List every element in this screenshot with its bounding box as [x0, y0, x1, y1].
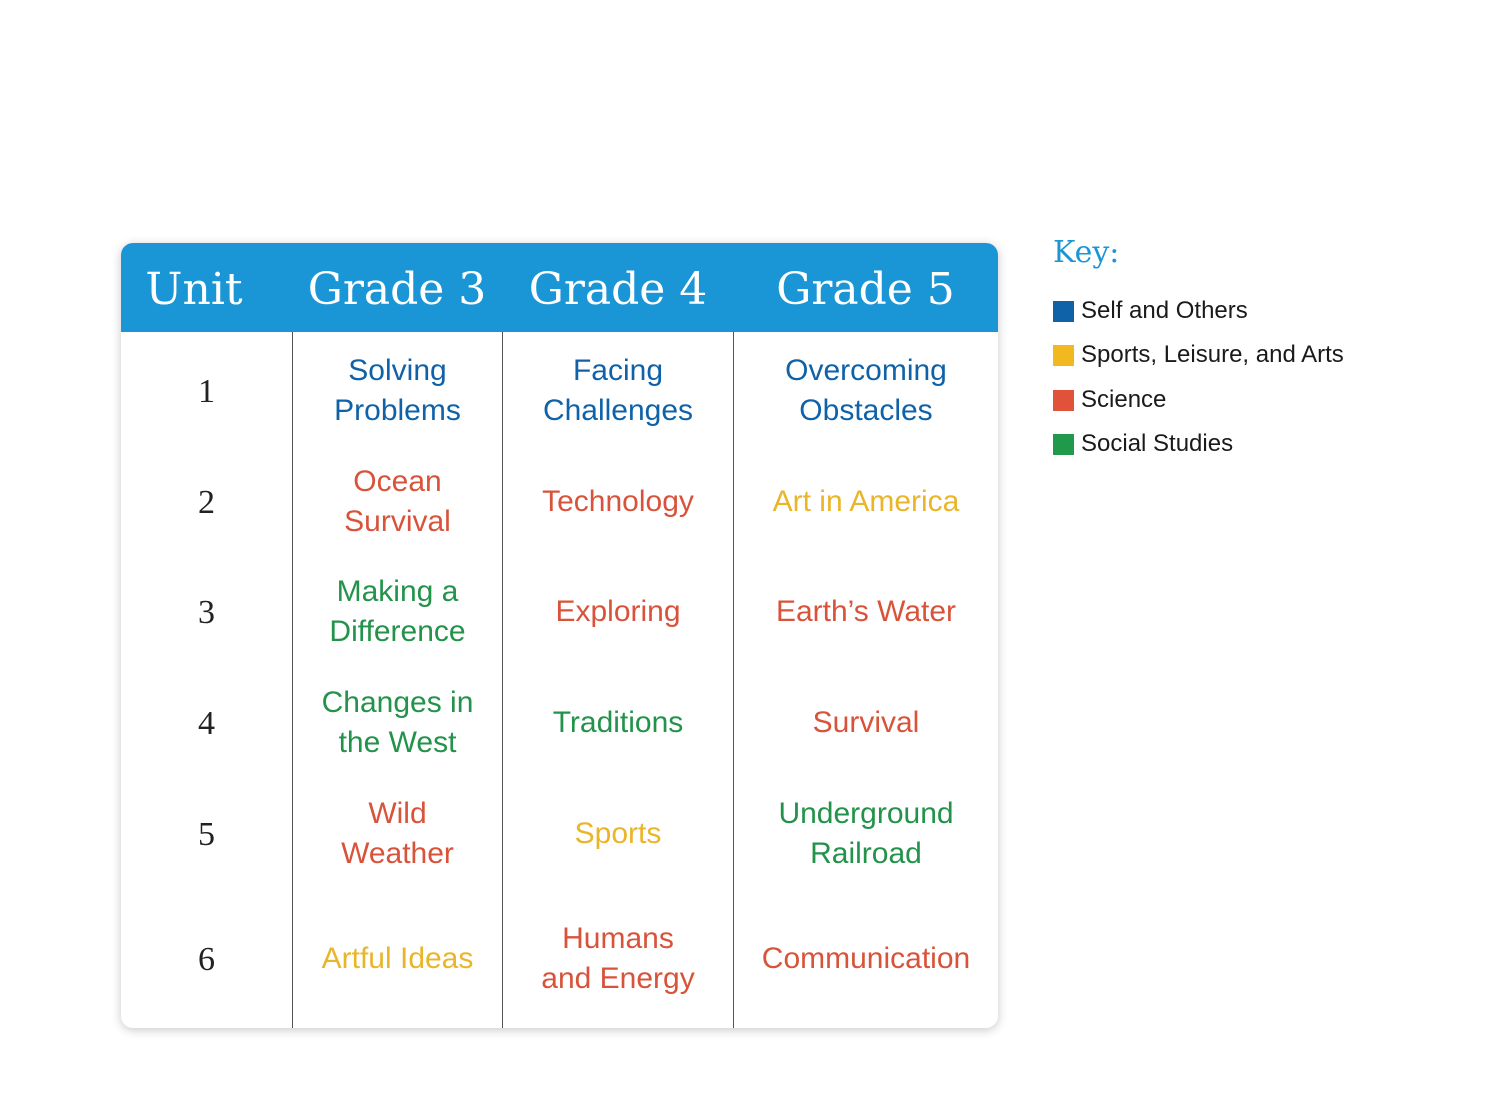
unit-number: 2: [198, 484, 215, 521]
header-unit: Unit: [145, 264, 243, 315]
unit-topic: Humans and Energy: [541, 922, 695, 995]
header-grade-4: Grade 4: [528, 264, 708, 315]
unit-topic: Making a Difference: [329, 575, 466, 648]
unit-topic: Art in America: [772, 485, 960, 518]
table-header: Unit Grade 3 Grade 4 Grade 5: [121, 243, 998, 332]
unit-topic: Wild Weather: [341, 797, 454, 870]
unit-number: 3: [198, 594, 215, 631]
unit-topic: Exploring: [555, 595, 681, 628]
unit-topic: Ocean Survival: [344, 465, 451, 538]
unit-topic: Earth’s Water: [775, 595, 957, 628]
unit-number: 5: [198, 816, 215, 853]
legend-title: Key:: [1053, 235, 1120, 270]
unit-topic: Technology: [542, 485, 694, 518]
unit-topic: Underground Railroad: [778, 797, 954, 870]
unit-topic: Survival: [812, 706, 920, 739]
legend-label: Social Studies: [1081, 430, 1234, 457]
column-divider: [733, 332, 734, 1028]
legend-swatch: [1053, 389, 1074, 411]
legend-label: Self and Others: [1081, 297, 1248, 324]
unit-topic: Communication: [761, 942, 971, 975]
unit-topic: Solving Problems: [334, 354, 461, 427]
legend-item: Sports, Leisure, and Arts: [1053, 341, 1344, 369]
legend-label: Science: [1081, 386, 1167, 413]
legend-item: Social Studies: [1053, 430, 1233, 458]
header-grade-3: Grade 3: [307, 264, 487, 315]
legend-item: Science: [1053, 386, 1166, 414]
unit-topic: Changes in the West: [321, 686, 474, 759]
unit-number: 6: [198, 941, 215, 978]
legend-label: Sports, Leisure, and Arts: [1081, 341, 1344, 368]
header-grade-5: Grade 5: [776, 264, 955, 315]
column-divider: [292, 332, 293, 1028]
curriculum-table: Unit Grade 3 Grade 4 Grade 5 1 Solving Pr…: [121, 243, 998, 1028]
unit-topic: Sports: [574, 817, 662, 850]
legend-swatch: [1053, 344, 1074, 366]
unit-topic: Facing Challenges: [542, 354, 694, 427]
legend-swatch: [1053, 433, 1074, 455]
legend-item: Self and Others: [1053, 297, 1248, 325]
column-divider: [502, 332, 503, 1028]
legend-swatch: [1053, 300, 1074, 322]
unit-number: 4: [198, 705, 215, 742]
unit-topic: Artful Ideas: [321, 942, 474, 975]
unit-number: 1: [198, 373, 215, 410]
unit-topic: Traditions: [552, 706, 684, 739]
unit-topic: Overcoming Obstacles: [785, 354, 947, 427]
